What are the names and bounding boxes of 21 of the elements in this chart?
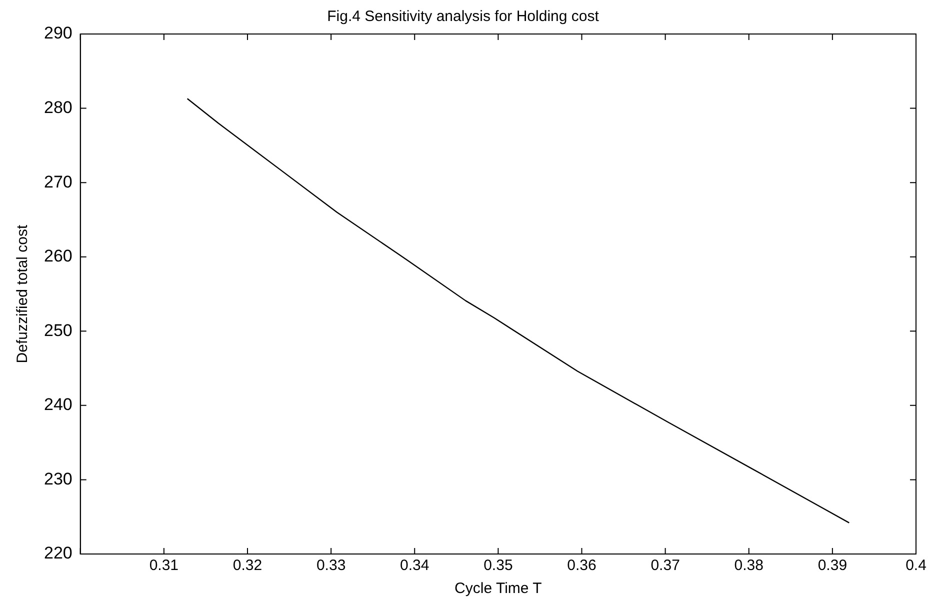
y-tick-label: 290	[44, 24, 72, 43]
y-tick-label: 260	[44, 246, 72, 266]
y-tick-label: 220	[44, 544, 72, 563]
x-tick-label: 0.35	[484, 557, 513, 574]
y-tick-label: 230	[44, 469, 72, 488]
x-tick-label: 0.39	[818, 557, 848, 574]
x-tick-label: 0.38	[734, 557, 764, 574]
x-tick-label: 0.37	[650, 557, 680, 574]
y-tick-label: 280	[44, 98, 72, 117]
y-tick-label: 270	[44, 172, 72, 192]
y-tick-label: 240	[44, 395, 72, 414]
y-tick-label: 250	[44, 320, 72, 340]
x-tick-label: 0.33	[316, 557, 346, 574]
x-tick-label: 0.36	[567, 557, 596, 574]
x-axis-title: Cycle Time T	[454, 580, 542, 598]
x-tick-label: 0.34	[400, 557, 430, 574]
x-tick-label: 0.4	[906, 557, 926, 574]
x-tick-label: 0.31	[149, 557, 179, 574]
chart-title: Fig.4 Sensitivity analysis for Holding cost	[327, 8, 600, 26]
x-tick-label: 0.32	[232, 557, 262, 574]
y-axis-title: Defuzzified total cost	[14, 224, 32, 364]
